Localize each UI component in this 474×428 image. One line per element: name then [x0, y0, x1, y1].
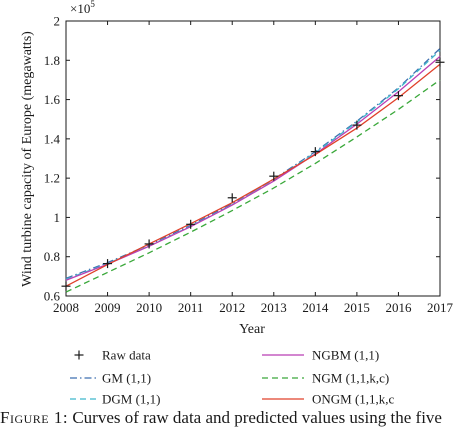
y-tick-label: 1.2	[44, 171, 60, 186]
legend-item: GM (1,1)	[70, 371, 151, 386]
x-tick-label: 2008	[53, 300, 79, 315]
legend-label: NGM (1,1,k,c)	[312, 371, 389, 386]
y-tick-label: 2	[54, 14, 61, 29]
y-tick-label: 0.6	[44, 289, 61, 304]
legend-label: NGBM (1,1)	[312, 348, 379, 363]
y-exponent-power: 5	[90, 0, 95, 9]
caption-label: Figure 1:	[0, 408, 69, 427]
series-line-ongm-1-1-k-c	[65, 63, 441, 287]
series-line-gm-1-1	[65, 48, 441, 279]
legend-label: ONGM (1,1,k,c	[312, 392, 395, 407]
raw-data-point	[61, 281, 71, 291]
y-exponent: ×105	[70, 0, 95, 16]
axis-ticks: 2008 2009 2010 2011 2012 2013 2014 2015 2016 2017…	[44, 14, 454, 316]
x-tick-label: 2010	[136, 300, 162, 315]
plot-frame	[65, 20, 441, 297]
raw-data-point	[144, 239, 154, 249]
legend-item: DGM (1,1)	[70, 392, 161, 407]
raw-data-point	[393, 91, 403, 101]
x-tick-label: 2017	[427, 300, 454, 315]
series-line-dgm-1-1	[65, 49, 441, 280]
legend: Raw data GM (1,1) DGM (1,1) NGBM (1,1) NGM (…	[70, 348, 395, 407]
raw-data-point	[227, 193, 237, 203]
figure-caption: Figure 1: Curves of raw data and predict…	[0, 408, 474, 428]
legend-item: Raw data	[74, 348, 151, 363]
y-tick-label: 0.8	[44, 249, 60, 264]
y-axis-label: Wind turbine capacity of Europe (megawat…	[20, 31, 35, 287]
y-tick-label: 1	[54, 210, 61, 225]
x-tick-label: 2012	[219, 300, 245, 315]
x-tick-label: 2015	[344, 300, 370, 315]
x-tick-label: 2011	[178, 300, 204, 315]
raw-data-point	[310, 147, 320, 157]
series-line-ngbm-1-1	[65, 55, 441, 281]
legend-label: GM (1,1)	[102, 371, 151, 386]
x-tick-label: 2013	[261, 300, 287, 315]
legend-item: NGBM (1,1)	[262, 348, 379, 363]
raw-data-point	[435, 57, 445, 67]
x-tick-label: 2014	[302, 300, 329, 315]
raw-data-point	[103, 259, 113, 269]
legend-label: DGM (1,1)	[102, 392, 161, 407]
y-tick-label: 1.6	[44, 92, 61, 107]
raw-data-point	[269, 171, 279, 181]
legend-label: Raw data	[102, 348, 151, 363]
x-tick-label: 2016	[385, 300, 412, 315]
legend-item: NGM (1,1,k,c)	[262, 371, 389, 386]
caption-text: Curves of raw data and predicted values …	[68, 408, 442, 427]
legend-item: ONGM (1,1,k,c	[262, 392, 395, 407]
plot-axes	[65, 20, 441, 297]
y-tick-label: 1.4	[44, 131, 61, 146]
y-tick-label: 1.8	[44, 53, 60, 68]
series-line-ngm-1-1-k-c	[65, 79, 441, 293]
x-axis-label: Year	[239, 322, 265, 337]
plot-series	[61, 48, 445, 293]
y-exponent-base: ×10	[70, 1, 90, 16]
x-tick-label: 2009	[95, 300, 121, 315]
raw-data-point	[352, 120, 362, 130]
raw-data-point	[186, 219, 196, 229]
